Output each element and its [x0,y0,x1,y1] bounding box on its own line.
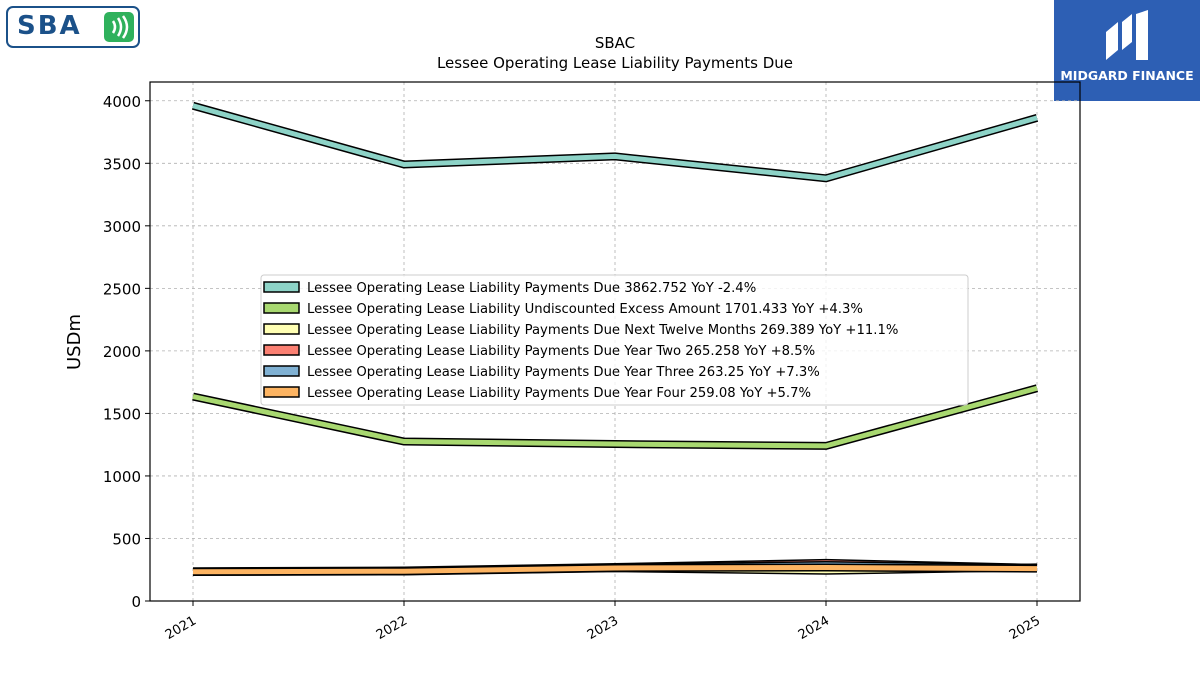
x-tick-label: 2024 [796,613,832,643]
legend-swatch [263,302,300,314]
midgard-logo-text: MIDGARD FINANCE [1060,68,1194,83]
y-tick-label: 0 [131,593,141,611]
legend-swatch [263,386,300,398]
legend-swatch [263,344,300,356]
legend-label: Lessee Operating Lease Liability Payment… [307,365,820,380]
legend-label: Lessee Operating Lease Liability Payment… [307,344,815,359]
legend-label: Lessee Operating Lease Liability Payment… [307,323,898,338]
y-tick-label: 1500 [103,405,141,423]
legend-box [260,274,969,406]
y-tick-label: 2500 [103,280,141,298]
legend-swatch [263,365,300,377]
legend-label: Lessee Operating Lease Liability Payment… [307,281,756,296]
x-tick-label: 2025 [1007,613,1043,643]
x-tick-label: 2022 [374,613,410,643]
y-axis-label: USDm [64,314,85,370]
series-lines [191,101,1039,576]
y-tick-label: 1000 [103,468,141,486]
legend-label: Lessee Operating Lease Liability Undisco… [307,302,863,317]
y-tick-label: 2000 [103,343,141,361]
legend-swatch [263,281,300,293]
x-tick-label: 2023 [585,613,621,643]
y-axis: 0 500 1000 1500 2000 2500 3000 3500 4000 [103,93,150,611]
chart-title: SBAC [595,34,635,52]
sba-logo-text: SBA [17,11,82,41]
legend-label: Lessee Operating Lease Liability Payment… [307,386,811,401]
y-tick-label: 3500 [103,155,141,173]
legend: Lessee Operating Lease Liability Payment… [260,274,969,406]
y-tick-label: 3000 [103,218,141,236]
signal-icon [104,12,134,42]
x-tick-label: 2021 [163,613,199,643]
legend-swatch [263,323,300,335]
chart-subtitle: Lessee Operating Lease Liability Payment… [437,54,793,72]
midgard-emblem-icon [1106,10,1148,60]
y-tick-label: 500 [112,530,141,548]
sba-logo: SBA [6,6,140,48]
x-axis: 2021 2022 2023 2024 2025 [163,601,1043,643]
midgard-finance-logo: MIDGARD FINANCE [1054,0,1200,101]
y-tick-label: 4000 [103,93,141,111]
